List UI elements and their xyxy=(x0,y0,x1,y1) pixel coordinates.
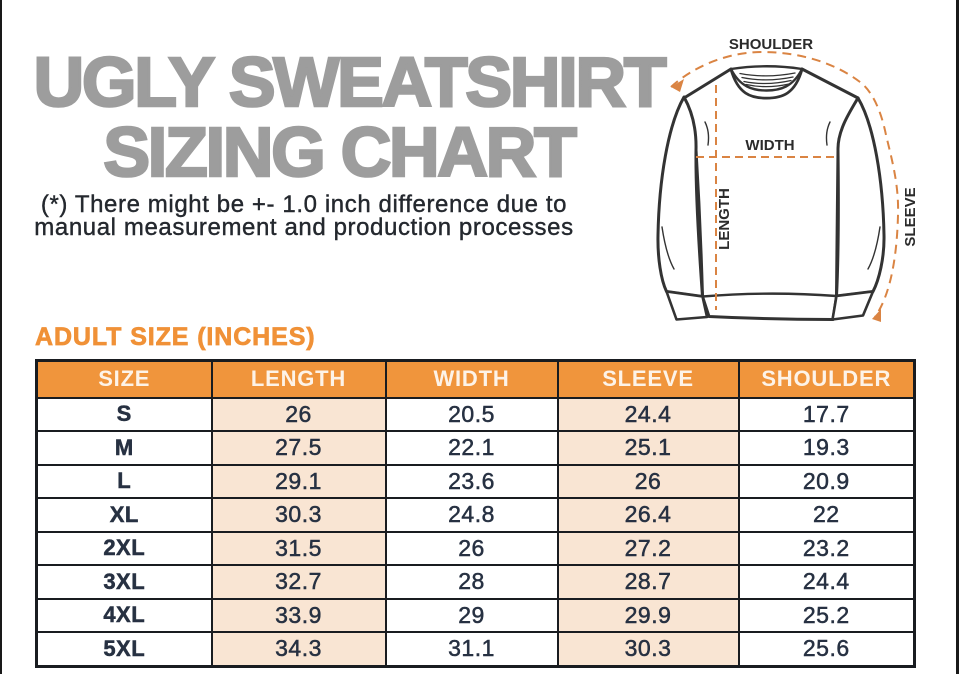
svg-text:SHOULDER: SHOULDER xyxy=(729,36,813,53)
svg-text:SLEEVE: SLEEVE xyxy=(902,187,919,246)
svg-text:LENGTH: LENGTH xyxy=(716,188,733,250)
svg-text:WIDTH: WIDTH xyxy=(745,137,794,154)
